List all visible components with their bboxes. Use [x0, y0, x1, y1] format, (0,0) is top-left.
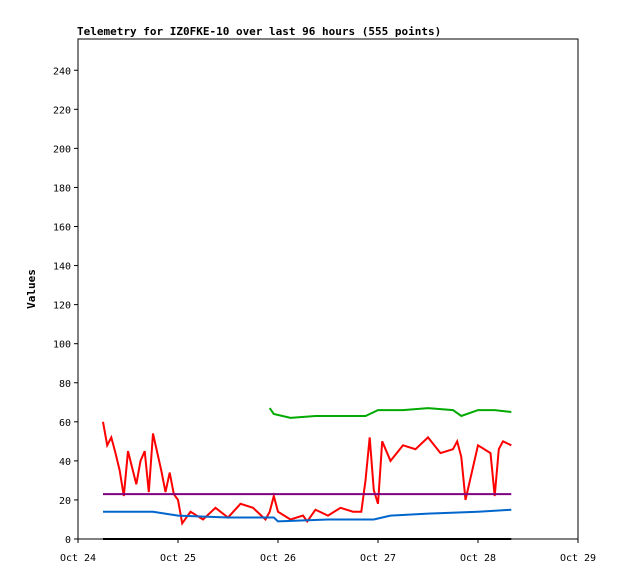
x-tick-label: Oct 26 [260, 553, 296, 564]
y-axis: 0 20 40 60 80 100 120 140 160 180 200 220 240 [53, 66, 78, 546]
x-axis: Oct 24 Oct 25 Oct 26 Oct 27 Oct 28 Oct 29 [60, 539, 596, 564]
x-tick-label: Oct 27 [360, 553, 396, 564]
x-tick-label: Oct 29 [560, 553, 596, 564]
y-tick-label: 60 [59, 418, 71, 429]
chart-title: Telemetry for IZ0FKE-10 over last 96 hou… [77, 25, 441, 38]
x-tick-label: Oct 28 [460, 553, 496, 564]
y-tick-label: 200 [53, 144, 71, 155]
y-axis-label: Values [25, 269, 38, 309]
series-line-1 [268, 407, 512, 419]
x-tick-label: Oct 24 [60, 553, 96, 564]
series-layer [102, 407, 512, 540]
y-tick-label: 240 [53, 66, 71, 77]
series-line-0 [102, 421, 512, 526]
x-tick-label: Oct 25 [160, 553, 196, 564]
y-tick-label: 180 [53, 183, 71, 194]
y-tick-label: 100 [53, 340, 71, 351]
y-tick-label: 140 [53, 262, 71, 273]
y-tick-label: 220 [53, 105, 71, 116]
y-tick-label: 0 [65, 535, 71, 546]
plot-area-frame [77, 38, 579, 540]
y-tick-label: 160 [53, 223, 71, 234]
y-tick-label: 120 [53, 301, 71, 312]
y-tick-label: 20 [59, 496, 71, 507]
y-tick-label: 80 [59, 379, 71, 390]
series-line-2 [103, 508, 512, 523]
y-tick-label: 40 [59, 457, 71, 468]
